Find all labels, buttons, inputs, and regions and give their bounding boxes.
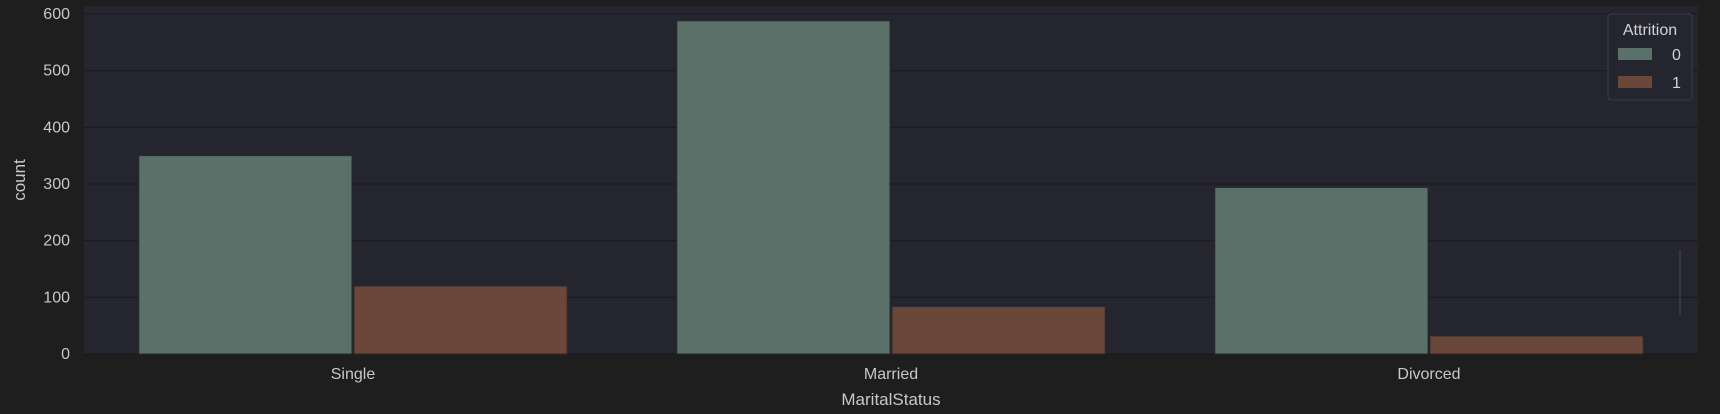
y-axis-label: count (10, 159, 29, 201)
legend-label-1: 1 (1672, 75, 1681, 92)
x-axis-label: MaritalStatus (841, 390, 940, 409)
bar-married-attrition-0 (676, 20, 891, 355)
y-tick-label: 300 (43, 176, 70, 193)
x-axis-ticks: Single Married Divorced (331, 366, 1461, 383)
y-axis-ticks: 0 100 200 300 400 500 600 (43, 6, 70, 363)
bar-divorced-attrition-0 (1214, 186, 1429, 355)
legend-title: Attrition (1623, 22, 1677, 39)
y-tick-label: 400 (43, 119, 70, 136)
bars (138, 20, 1644, 355)
x-tick-label: Married (864, 366, 918, 383)
y-tick-label: 200 (43, 233, 70, 250)
bar-divorced-attrition-1 (1429, 335, 1644, 355)
legend: Attrition 0 1 (1607, 13, 1693, 101)
grid-lines (84, 13, 1698, 355)
bar-single-attrition-0 (138, 155, 353, 355)
legend-label-0: 0 (1672, 47, 1681, 64)
legend-swatch-0 (1618, 48, 1652, 60)
x-tick-label: Divorced (1397, 366, 1460, 383)
y-tick-label: 600 (43, 6, 70, 23)
y-tick-label: 100 (43, 289, 70, 306)
legend-swatch-1 (1618, 76, 1652, 88)
x-tick-label: Single (331, 366, 376, 383)
y-tick-label: 500 (43, 63, 70, 80)
plot-area (84, 6, 1698, 354)
bar-married-attrition-1 (891, 305, 1106, 355)
bar-single-attrition-1 (353, 285, 568, 355)
y-tick-label: 0 (61, 346, 70, 363)
